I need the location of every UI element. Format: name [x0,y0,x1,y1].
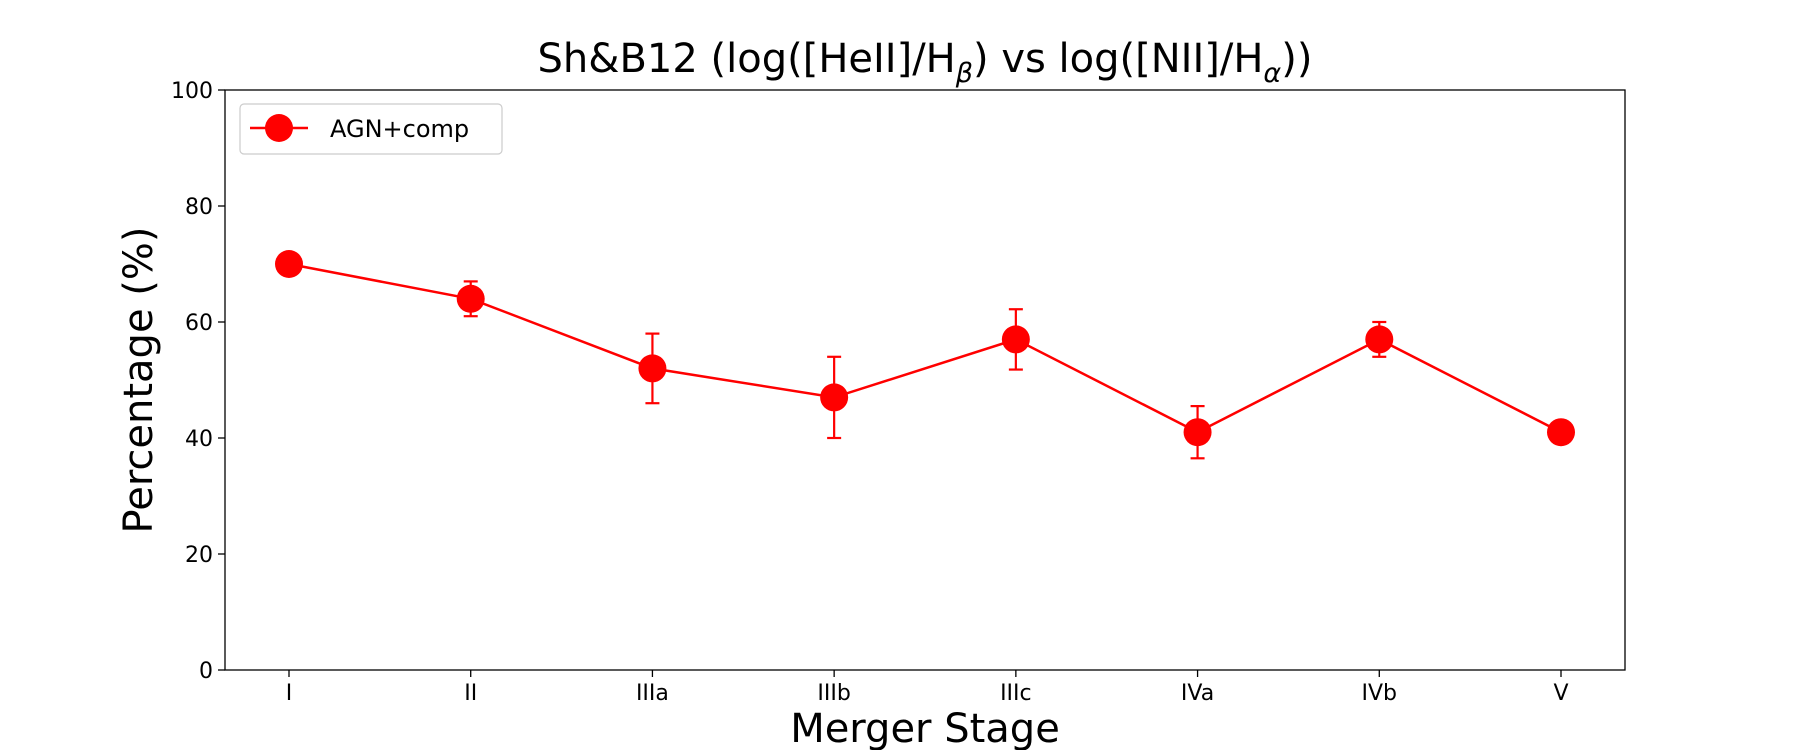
x-tick-label: IIIc [1000,681,1032,706]
data-point-IVb [1365,325,1394,354]
title-sub-beta: β [955,58,973,89]
data-point-IVa [1183,418,1212,447]
y-tick-label: 100 [171,79,213,104]
data-point-V [1547,418,1575,447]
x-axis: I II IIIa IIIb IIIc IVa IVb V [286,670,1569,706]
y-axis-label: Percentage (%) [116,227,162,534]
legend-label: AGN+comp [330,115,469,143]
title-sub-alpha: α [1263,58,1281,89]
x-tick-label: IVa [1181,681,1214,706]
legend: AGN+comp [239,103,503,155]
x-tick-label: I [286,681,293,706]
legend-box [239,103,503,155]
plot-area [224,89,1626,671]
x-axis-label: Merger Stage [790,706,1060,750]
x-tick-label: V [1553,681,1568,706]
title-suffix: )) [1281,36,1312,82]
series-layer [275,250,1575,460]
data-point-IIIc [1001,325,1030,354]
data-point-IIIa [638,354,667,383]
series-line [288,262,1562,434]
y-tick-label: 80 [185,195,213,220]
title-prefix: Sh&B12 (log([HeII]/H [538,36,956,82]
title-middle: ) vs log([NII]/H [973,36,1263,82]
y-tick-label: 60 [185,311,213,336]
legend-marker [265,114,293,142]
data-point-I [275,250,303,278]
x-tick-label: IIIa [636,681,669,706]
x-tick-label: IVb [1362,681,1398,706]
data-point-IIIb [820,383,849,412]
chart-title: Sh&B12 (log([HeII]/Hβ) vs log([NII]/Hα)) [538,36,1313,89]
y-tick-label: 40 [185,427,213,452]
x-tick-label: IIIb [817,681,850,706]
x-tick-label: II [464,681,477,706]
y-tick-label: 0 [199,659,213,684]
y-tick-label: 20 [185,543,213,568]
data-point-II [456,284,485,313]
y-axis: 0 20 40 60 80 100 [171,79,225,684]
